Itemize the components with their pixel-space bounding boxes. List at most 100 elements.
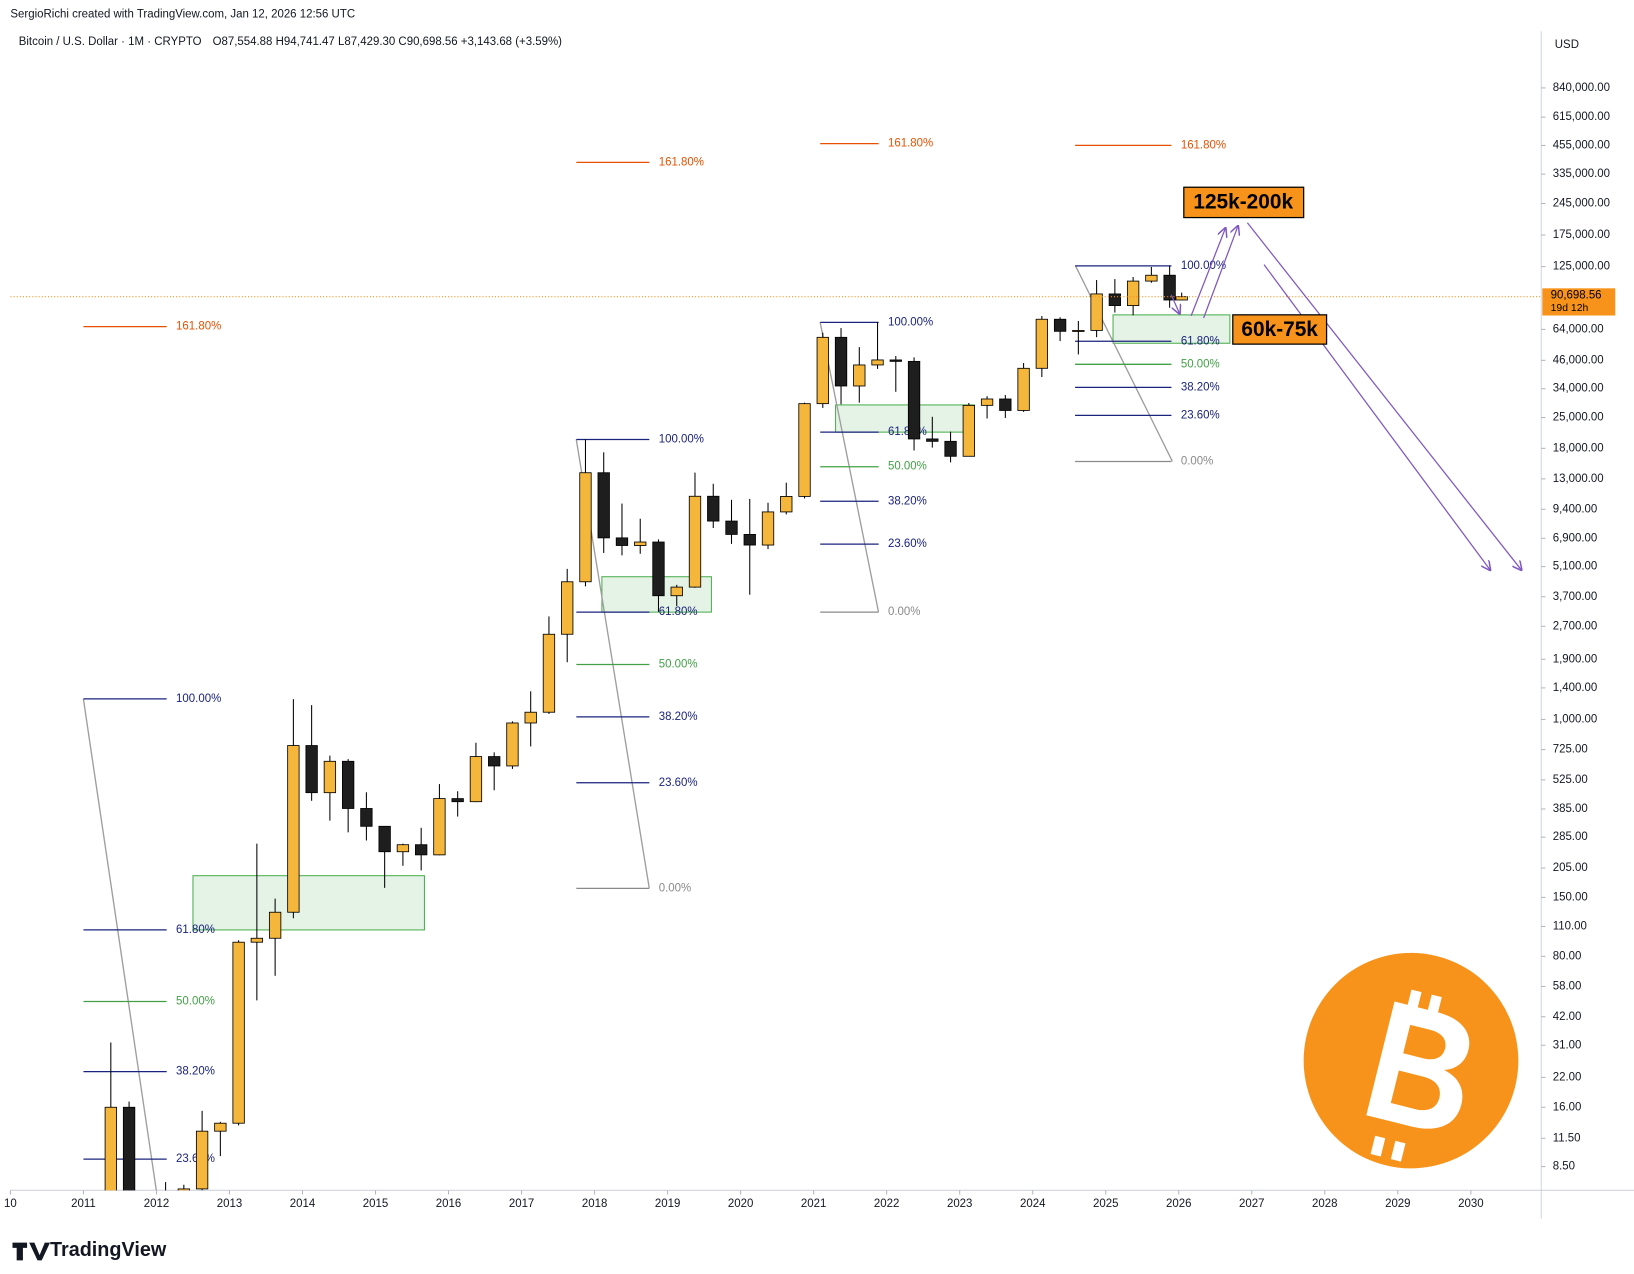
y-tick-label: 31.00 [1553,1039,1582,1051]
candle-body [853,364,866,387]
candle-body [999,398,1012,411]
candle-body [1090,293,1103,331]
y-tick-label: 455,000.00 [1553,139,1610,151]
fib-label: 100.00% [888,316,933,328]
y-tick-label: 13,000.00 [1553,473,1604,485]
candle-body [907,360,921,440]
brand: TradingView [12,1239,167,1261]
logo-b [1366,989,1470,1162]
plot-area: 161.80% 100.00% 61.80% 50.00% 38.20% 23.60% 16… [10,138,1541,1191]
candle-body [177,1188,190,1191]
candle-body [944,440,957,457]
x-tick-label: 10 [4,1198,17,1210]
fib-label: 161.80% [888,138,933,150]
x-tick-label: 2017 [509,1198,534,1210]
y-tick-label: 615,000.00 [1553,111,1610,123]
y-tick-label: 245,000.00 [1553,198,1610,210]
fib-label: 38.20% [659,711,698,723]
fib-label: 161.80% [176,321,221,333]
annotation: 60k-75k [1241,318,1318,341]
fib-label: 61.80% [888,426,927,438]
fib-label: 23.60% [659,777,698,789]
x-tick-label: 2020 [728,1198,753,1210]
bitcoin-logo [1303,952,1519,1169]
y-tick-label: 8.50 [1553,1161,1575,1173]
y-tick-label: 42.00 [1553,1011,1582,1023]
candle-body [615,537,629,546]
candle-body [834,336,848,387]
y-tick-label: 34,000.00 [1553,383,1604,395]
candle-body [561,581,574,635]
currency: USD [1555,39,1579,51]
last-price-label: 90,698.56 [1551,290,1602,302]
y-tick-label: 64,000.00 [1553,323,1604,335]
x-tick-label: 2021 [801,1198,826,1210]
candles [104,265,1188,1191]
x-tick-label: 2013 [217,1198,242,1210]
y-tick-label: 1,400.00 [1553,682,1598,694]
author-line: SergioRichi created with TradingView.com… [10,9,355,21]
candle-body [433,798,446,856]
fib-label: 100.00% [1181,260,1226,272]
y-tick-label: 110.00 [1553,920,1587,932]
candle-body [506,722,519,767]
candle-body [1053,318,1067,332]
y-tick-label: 2,700.00 [1553,620,1598,632]
candle-body [305,745,318,794]
fib-label: 50.00% [176,996,215,1008]
y-tick-label: 175,000.00 [1553,229,1610,241]
candle-body [816,336,829,405]
candle-body [542,633,556,713]
fib-label: 61.80% [1181,335,1220,347]
fib-label: 50.00% [888,461,927,473]
y-tick-label: 9,400.00 [1553,503,1598,515]
fib-diagonal [82,698,157,1191]
candle-body [250,937,264,943]
ohlc: O87,554.88 H94,741.47 L87,429.30 C90,698… [213,36,563,48]
x-tick-label: 2022 [874,1198,899,1210]
y-tick-label: 3,700.00 [1553,591,1598,603]
y-tick-label: 46,000.00 [1553,354,1604,366]
y-tick-label: 205.00 [1553,862,1588,874]
y-tick-label: 150.00 [1553,891,1588,903]
y-tick-label: 18,000.00 [1553,442,1604,454]
candle-body [780,496,793,513]
candle-body [415,844,428,856]
candle-body [287,745,300,913]
x-tick-label: 2024 [1020,1198,1046,1210]
candle-body [214,1122,227,1132]
candle-body [1035,318,1048,369]
arrow [1203,226,1238,319]
time-axis: 10 2011 2012 2013 2014 2015 2016 2017 2018 2019 20… [4,1190,1484,1210]
candle-body [926,438,939,442]
x-tick-label: 2014 [290,1198,316,1210]
y-tick-label: 25,000.00 [1553,412,1604,424]
y-tick-label: 1,000.00 [1553,713,1598,725]
y-tick-label: 125,000.00 [1553,261,1610,273]
candle-body [488,756,501,767]
x-tick-label: 2016 [436,1198,461,1210]
candle-body [652,541,665,597]
candle-body [761,511,775,546]
annotation: 125k-200k [1193,190,1293,213]
candle-body [469,756,483,803]
annotation-box [1232,314,1328,345]
y-tick-label: 840,000.00 [1553,82,1610,94]
zone [192,875,425,931]
candle-body [597,472,610,539]
x-tick-label: 2012 [144,1198,169,1210]
y-tick-label: 58.00 [1553,981,1582,993]
candle-body [725,520,738,535]
y-tick-label: 6,900.00 [1553,532,1598,544]
x-tick-label: 2025 [1093,1198,1118,1210]
candle-body [1108,293,1122,306]
candle-body [122,1106,136,1191]
price-axis: 840,000.00 615,000.00 455,000.00 335,000.00… [1541,82,1616,1173]
y-tick-label: 335,000.00 [1553,168,1610,180]
x-tick-label: 2019 [655,1198,680,1210]
y-tick-label: 22.00 [1553,1071,1582,1083]
candle-body [104,1106,117,1191]
x-tick-label: 2027 [1239,1198,1264,1210]
